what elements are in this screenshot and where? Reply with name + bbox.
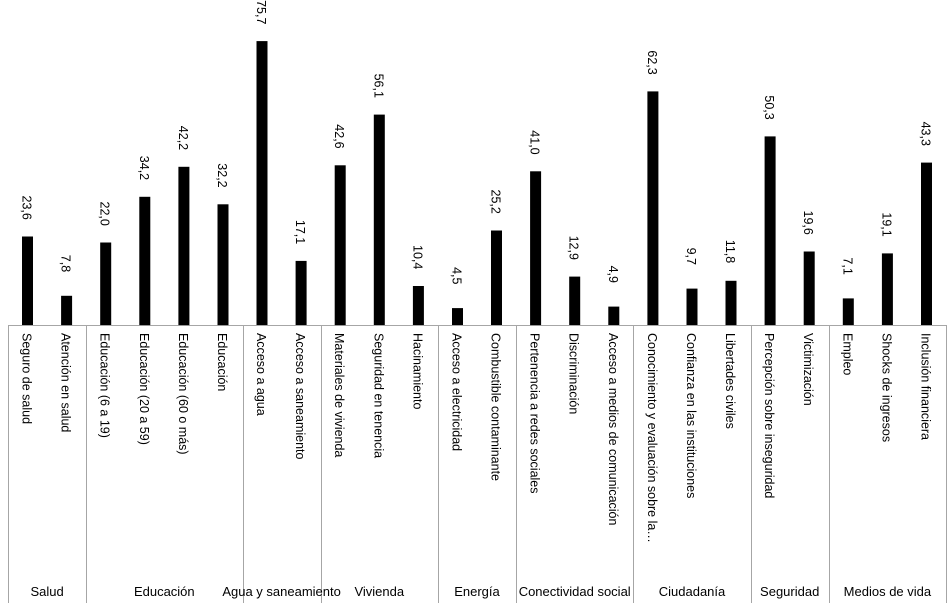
value-label-15: 4,9 (606, 266, 620, 283)
category-label-19: Percepción sobre inseguridad (762, 333, 776, 498)
category-label-0: Seguro de salud (20, 333, 34, 424)
value-label-20: 19,6 (801, 211, 815, 235)
value-label-7: 17,1 (293, 220, 307, 244)
group-label-0: Salud (30, 584, 63, 599)
value-label-6: 75,7 (254, 0, 268, 24)
category-label-21: Empleo (840, 333, 854, 375)
bars-layer (22, 41, 932, 326)
bar-15 (608, 306, 620, 325)
group-label-4: Energía (454, 584, 500, 599)
group-label-7: Seguridad (760, 584, 819, 599)
value-labels: 23,6 7,8 22,0 34,2 42,2 32,2 75,7 17,1 42,6 56,1 1… (20, 0, 933, 284)
bar-1 (61, 295, 73, 326)
bar-22 (881, 253, 893, 325)
category-label-10: Hacinamiento (410, 333, 424, 409)
category-label-18: Libertades civiles (723, 333, 737, 429)
bar-10 (412, 286, 424, 325)
category-label-15: Acceso a medios de comunicación (606, 333, 620, 526)
value-label-2: 22,0 (98, 202, 112, 226)
value-label-19: 50,3 (762, 95, 776, 119)
bar-5 (217, 204, 229, 326)
value-label-13: 41,0 (528, 130, 542, 154)
group-label-2: Agua y saneamiento (222, 584, 341, 599)
value-label-22: 19,1 (879, 212, 893, 236)
bar-14 (569, 276, 581, 325)
bar-7 (295, 260, 307, 325)
bar-9 (373, 114, 385, 325)
value-label-11: 4,5 (450, 267, 464, 284)
category-label-7: Acceso a saneamiento (293, 333, 307, 460)
category-label-16: Conocimiento y evaluación sobre la… (645, 333, 659, 543)
value-label-3: 34,2 (137, 156, 151, 180)
category-label-17: Confianza en las instituciones (684, 333, 698, 498)
category-label-8: Materiales de vivienda (332, 333, 346, 457)
bar-23 (921, 162, 932, 325)
value-label-1: 7,8 (59, 255, 73, 272)
category-label-11: Acceso a electricidad (450, 333, 464, 451)
bar-4 (178, 166, 190, 326)
bar-0 (22, 236, 33, 325)
group-label-8: Medios de vida (844, 584, 932, 599)
category-label-9: Seguridad en tenencia (371, 333, 385, 458)
bar-21 (842, 298, 854, 325)
category-label-1: Atención en salud (59, 333, 73, 432)
value-label-21: 7,1 (840, 257, 854, 274)
value-label-5: 32,2 (215, 163, 229, 187)
value-label-18: 11,8 (723, 240, 737, 263)
group-label-6: Ciudadanía (659, 584, 726, 599)
bar-8 (334, 165, 346, 326)
axis-layer (8, 325, 947, 603)
group-label-1: Educación (134, 584, 195, 599)
category-label-20: Victimización (801, 333, 815, 406)
value-label-4: 42,2 (176, 126, 190, 150)
bar-13 (530, 171, 542, 326)
group-labels: Salud Educación Agua y saneamiento Vivienda… (30, 584, 931, 599)
value-label-0: 23,6 (20, 196, 34, 220)
bar-17 (686, 288, 698, 325)
bar-18 (725, 280, 737, 326)
category-label-4: Educación (60 o más) (176, 333, 190, 455)
category-label-23: Inclusión financiera (919, 333, 933, 440)
bar-16 (647, 91, 659, 326)
category-label-12: Combustible contaminante (489, 333, 503, 481)
category-label-3: Educación (20 a 59) (137, 333, 151, 445)
value-label-10: 10,4 (410, 245, 424, 269)
value-label-8: 42,6 (332, 124, 346, 148)
category-label-13: Pertenencia a redes sociales (528, 333, 542, 494)
value-label-9: 56,1 (371, 74, 385, 98)
category-label-22: Shocks de ingresos (879, 333, 893, 442)
bar-12 (491, 230, 502, 325)
value-label-17: 9,7 (684, 248, 698, 265)
bar-6 (256, 41, 268, 325)
value-label-23: 43,3 (919, 122, 933, 146)
bar-3 (139, 196, 151, 326)
value-label-16: 62,3 (645, 50, 659, 74)
bar-20 (803, 251, 815, 325)
value-label-14: 12,9 (567, 236, 581, 260)
bar-19 (764, 136, 776, 325)
group-label-3: Vivienda (354, 584, 404, 599)
category-label-5: Educación (215, 333, 229, 391)
category-label-2: Educación (6 a 19) (98, 333, 112, 438)
value-label-12: 25,2 (489, 190, 503, 214)
category-label-6: Acceso a agua (254, 333, 268, 416)
category-label-14: Discriminación (567, 333, 581, 414)
category-labels: Seguro de salud Atención en salud Educació… (20, 333, 933, 543)
group-label-5: Conectividad social (519, 584, 631, 599)
bar-2 (100, 242, 112, 325)
bar-11 (452, 308, 463, 325)
